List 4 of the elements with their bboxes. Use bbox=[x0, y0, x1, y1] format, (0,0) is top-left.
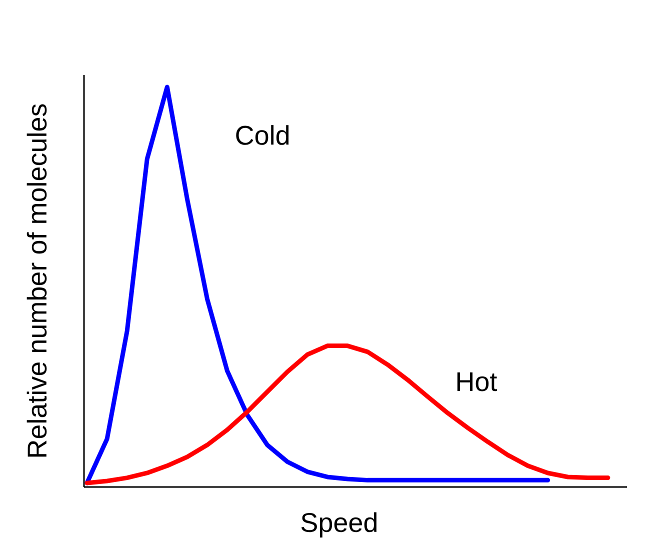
y-axis-title: Relative number of molecules bbox=[26, 104, 47, 457]
text: Cold bbox=[236, 125, 289, 145]
x-axis-title: Speed bbox=[301, 512, 376, 538]
series-label: Hot bbox=[457, 372, 498, 392]
